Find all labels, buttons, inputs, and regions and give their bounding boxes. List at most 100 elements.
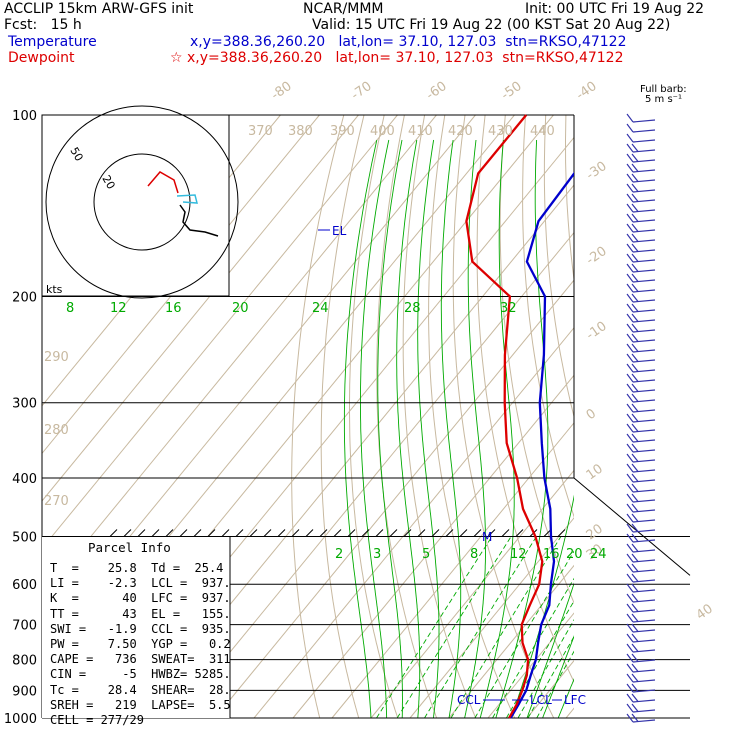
mixing-ratio-upper-label: 32 [500, 301, 517, 316]
isotherm-line [487, 612, 574, 719]
wind-barb-flag [626, 253, 634, 263]
wind-barb [632, 449, 656, 453]
wind-barb [632, 469, 656, 473]
wind-barb [632, 399, 656, 403]
wind-barb [632, 639, 656, 643]
freezing-hash [221, 529, 230, 537]
wind-barb-flag [631, 593, 639, 602]
wind-barb-flag [631, 673, 639, 682]
mixing-ratio-lower-label: 16 [543, 547, 560, 562]
dry-adiabat [727, 115, 740, 718]
wind-barb [632, 459, 656, 463]
wind-barb-flag [626, 613, 634, 623]
pressure-tick-label: 100 [12, 109, 37, 124]
wind-barb-flag [626, 273, 634, 283]
mixing-ratio-upper-label: 20 [232, 301, 249, 316]
mixing-ratio-lower-label: 5 [422, 547, 430, 562]
wind-barb-flag [626, 593, 634, 603]
pressure-tick-label: 400 [12, 472, 37, 487]
wind-barb-flag [626, 653, 634, 663]
wind-barb-flag [626, 263, 634, 273]
freezing-hash [123, 529, 132, 537]
mixing-ratio-upper-label: 16 [165, 301, 182, 316]
dewpoint-location: ☆ x,y=388.36,260.20 lat,lon= 37.10, 127.… [170, 50, 624, 66]
hodograph-units: kts [46, 283, 63, 296]
wind-barb-flag [626, 693, 634, 703]
wind-barb [632, 599, 656, 603]
wind-barb-flag [631, 163, 639, 172]
mixing-ratio-lower-label: 24 [590, 547, 607, 562]
parcel-info-row: LI = -2.3 LCL = 937. [50, 576, 231, 591]
isotherm-line [448, 564, 574, 719]
freezing-hash [417, 529, 426, 537]
wind-barb-flag [626, 353, 634, 363]
mixing-ratio-lower-label: 8 [470, 547, 478, 562]
moist-adiabat [479, 139, 515, 719]
wind-barb-flag [631, 273, 639, 282]
dry-adiabat [667, 115, 740, 718]
wind-barb-flag [631, 443, 639, 452]
wind-barb-flag [626, 663, 634, 673]
wind-barb-flag [631, 303, 639, 312]
wind-barb-flag [626, 533, 634, 543]
wind-barb-flag [626, 523, 634, 533]
freezing-hash [249, 529, 258, 537]
pressure-tick-label: 700 [12, 619, 37, 634]
wind-barb [632, 199, 656, 203]
wind-barb-flag [626, 443, 634, 453]
wind-barb-flag [631, 293, 639, 302]
wind-barb-flag [631, 543, 639, 552]
freezing-hash [235, 529, 244, 537]
wind-barb-flag [631, 533, 639, 542]
wind-barb-flag [631, 423, 639, 432]
parcel-info-row: PW = 7.50 YGP = 0.2 [50, 637, 231, 651]
wind-barb-flag [631, 483, 639, 492]
moist-adiabat [510, 494, 574, 719]
wind-barb-flag [631, 563, 639, 572]
freezing-hash [361, 529, 370, 537]
isotherm-right-label: 0 [584, 406, 599, 423]
wind-barb [632, 379, 656, 383]
hodograph-ring-label-50: 50 [67, 145, 85, 164]
isotherm-top-label: -50 [499, 79, 525, 103]
wind-barb-flag [626, 673, 634, 683]
mixing-ratio-line [517, 619, 574, 719]
parcel-info-row: SREH = 219 LAPSE= 5.5 [50, 697, 231, 712]
hodograph-ring-50 [45, 105, 239, 299]
freezing-hash [403, 529, 412, 537]
isotherm-line [409, 517, 574, 719]
wind-barb-flag [631, 703, 639, 712]
wind-barb-flag [626, 173, 634, 183]
wind-barb [632, 279, 656, 283]
wind-barb-flag [626, 463, 634, 473]
wind-barb-flag [631, 603, 639, 612]
wind-barb [632, 339, 656, 343]
wind-barb [632, 489, 656, 493]
wind-barb-flag [631, 523, 639, 532]
dry-adiabat [428, 114, 516, 719]
hodograph-trace-low [179, 204, 219, 237]
hodograph-trace-mid [176, 194, 198, 204]
dry-adiabat [291, 114, 345, 719]
freezing-hash [389, 529, 398, 537]
wind-barb-flag [626, 373, 634, 383]
wind-barb [632, 329, 656, 333]
dry-adiabat [320, 114, 365, 719]
wind-barb [632, 119, 656, 123]
mixing-ratio-upper-label: 28 [404, 301, 421, 316]
wind-barb [632, 569, 656, 573]
wind-barb-flag [631, 383, 639, 392]
dry-adiabat [543, 114, 574, 419]
isotherm-line [253, 326, 574, 719]
mixing-ratio-line [424, 536, 537, 719]
wind-barb [632, 559, 656, 563]
wind-barb-flag [626, 293, 634, 303]
freezing-hash [445, 529, 454, 537]
moist-adiabat [440, 139, 462, 719]
mixing-ratio-upper-label: 8 [66, 301, 74, 316]
wind-barb-flag [631, 503, 639, 512]
wind-barb-flag [631, 573, 639, 582]
isotherm-line [292, 374, 574, 719]
wind-barb-flag [626, 413, 634, 423]
freezing-hash [487, 529, 496, 537]
